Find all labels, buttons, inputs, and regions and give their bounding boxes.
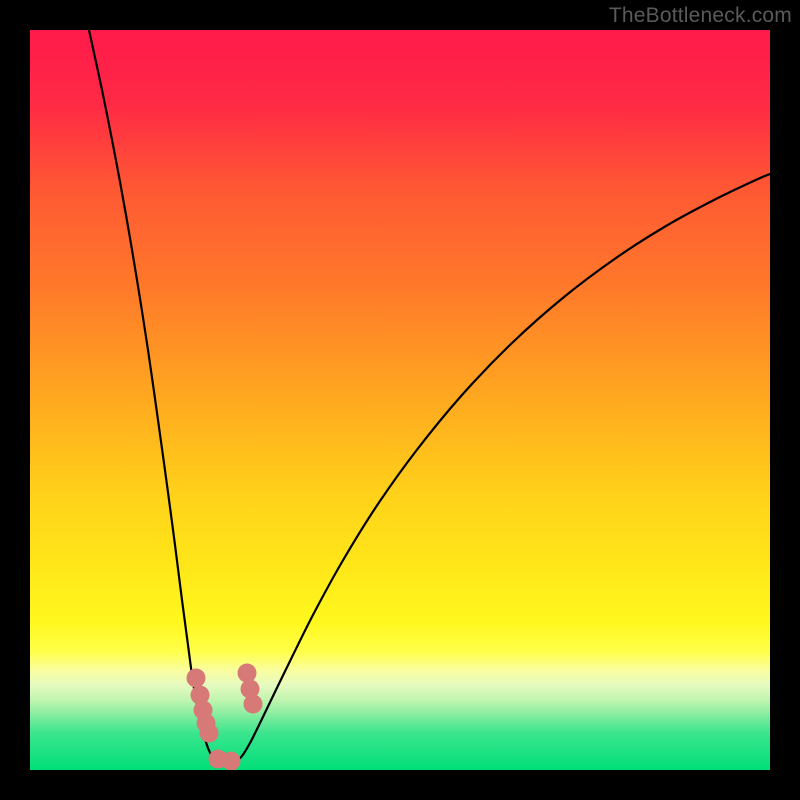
data-marker: [238, 664, 257, 683]
curve-left-branch: [89, 30, 227, 765]
data-marker: [187, 669, 206, 688]
watermark-text: TheBottleneck.com: [609, 4, 792, 28]
data-marker: [244, 695, 263, 714]
data-marker: [222, 752, 241, 771]
curve-right-branch: [227, 174, 770, 765]
chart-frame: TheBottleneck.com: [0, 0, 800, 800]
data-marker: [200, 724, 219, 743]
curve-layer: [30, 30, 770, 770]
plot-area: [30, 30, 770, 770]
